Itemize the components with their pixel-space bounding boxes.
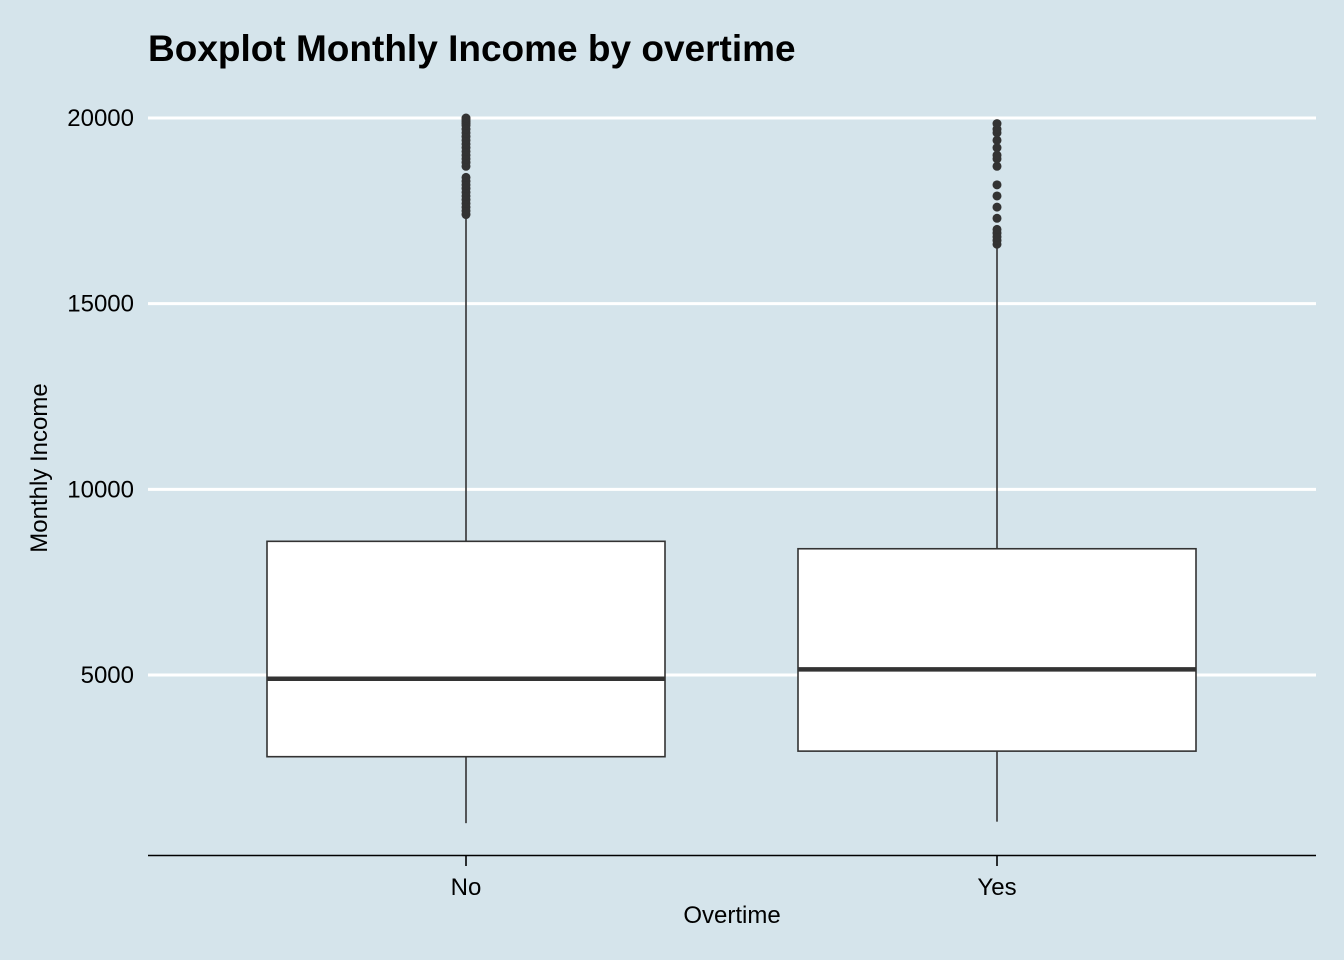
y-tick-label-20000: 20000	[67, 105, 134, 132]
outlier-point-yes-13	[992, 135, 1002, 145]
outlier-point-yes-7	[992, 191, 1002, 201]
y-tick-label-10000: 10000	[67, 476, 134, 503]
x-axis-title: Overtime	[683, 902, 780, 929]
box-yes	[797, 547, 1197, 752]
y-axis-ticks: 5000 10000 15000 20000	[67, 105, 134, 689]
outlier-point-yes-16	[992, 119, 1002, 129]
x-tick-label-no: No	[451, 874, 482, 901]
chart-title: Boxplot Monthly Income by overtime	[148, 28, 796, 69]
outlier-point-yes-6	[992, 202, 1002, 212]
box-no	[266, 540, 666, 758]
x-tick-label-yes: Yes	[977, 874, 1016, 901]
outlier-point-yes-9	[992, 161, 1002, 171]
outlier-point-no-26	[461, 113, 471, 123]
outlier-point-yes-5	[992, 213, 1002, 223]
box-group-yes	[797, 119, 1197, 822]
y-axis-title: Monthly Income	[26, 383, 53, 552]
y-tick-label-15000: 15000	[67, 291, 134, 318]
outlier-point-yes-4	[992, 224, 1002, 234]
boxes	[266, 113, 1197, 824]
outlier-point-yes-11	[992, 150, 1002, 160]
x-axis-ticks: No Yes	[451, 855, 1017, 901]
outlier-point-yes-12	[992, 143, 1002, 153]
outlier-point-no-10	[461, 172, 471, 182]
y-tick-label-5000: 5000	[81, 662, 134, 689]
outlier-point-yes-8	[992, 180, 1002, 190]
box-group-no	[266, 113, 666, 824]
